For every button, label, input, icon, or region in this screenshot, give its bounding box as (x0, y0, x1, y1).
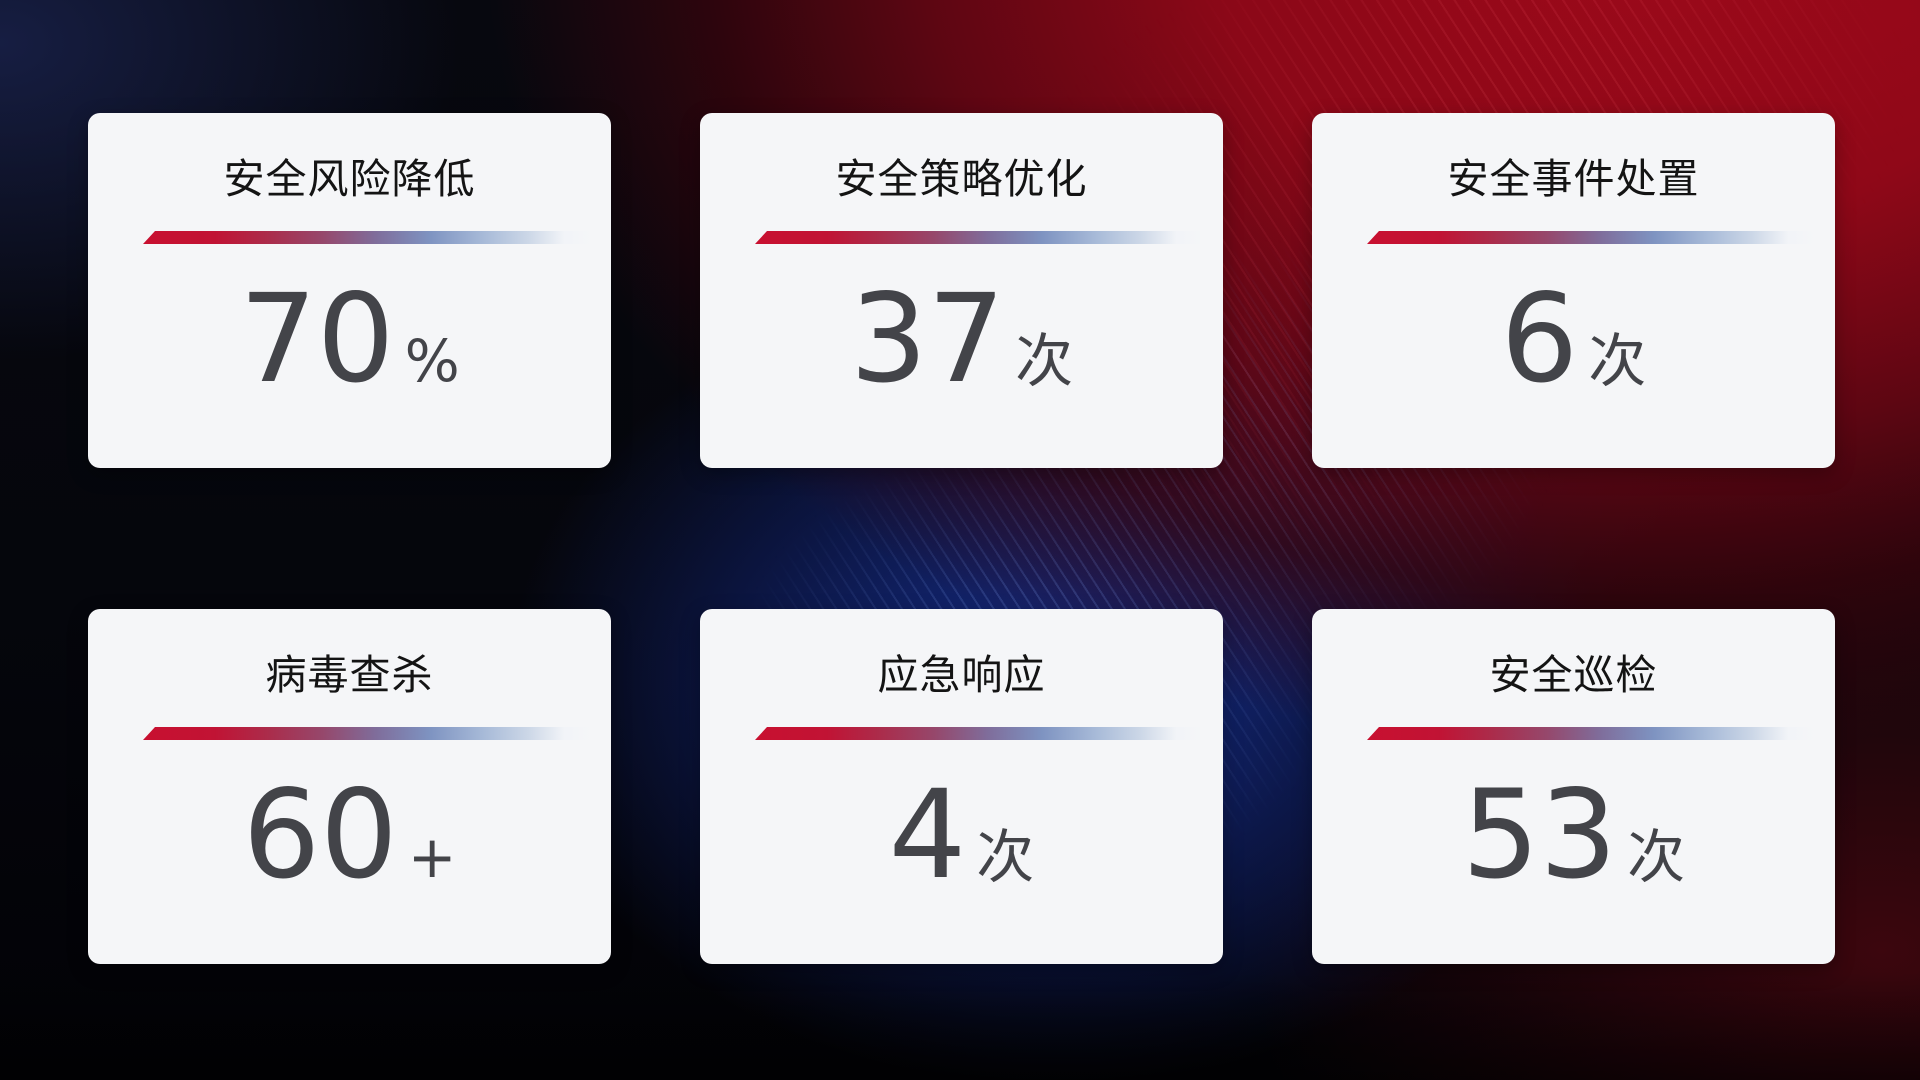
stat-card-security-incident-handling: 安全事件处置 6 次 (1312, 113, 1835, 468)
card-accent-divider (1367, 727, 1815, 740)
card-value: 70 % (88, 278, 611, 400)
stat-card-security-risk-reduction: 安全风险降低 70 % (88, 113, 611, 468)
card-value-unit: 次 (976, 823, 1035, 891)
stat-cards-grid: 安全风险降低 70 % 安全策略优化 37 次 安全事件处置 6 次 病毒查 (88, 113, 1835, 964)
card-value-unit: 次 (1015, 327, 1074, 395)
card-accent-divider (755, 231, 1203, 244)
stat-card-security-inspection: 安全巡检 53 次 (1312, 609, 1835, 964)
card-value-number: 70 (239, 268, 395, 410)
card-value: 4 次 (700, 774, 1223, 896)
card-value-number: 37 (849, 268, 1006, 410)
card-accent-divider (1367, 231, 1815, 244)
card-value-number: 6 (1500, 268, 1579, 410)
card-title: 病毒查杀 (265, 651, 434, 699)
card-title: 安全巡检 (1489, 651, 1658, 699)
card-value-number: 53 (1461, 764, 1618, 906)
card-value: 60 + (88, 774, 611, 896)
card-value: 53 次 (1312, 774, 1835, 896)
card-value-unit: 次 (1627, 823, 1686, 891)
card-value: 37 次 (700, 278, 1223, 400)
card-value: 6 次 (1312, 278, 1835, 400)
card-value-unit: % (404, 327, 460, 395)
card-title: 应急响应 (877, 651, 1046, 699)
card-title: 安全风险降低 (223, 155, 476, 203)
stat-card-emergency-response: 应急响应 4 次 (700, 609, 1223, 964)
card-accent-divider (143, 231, 591, 244)
card-accent-divider (755, 727, 1203, 740)
card-title: 安全策略优化 (835, 155, 1088, 203)
card-value-number: 60 (242, 764, 398, 906)
card-value-number: 4 (888, 764, 967, 906)
card-value-unit: 次 (1588, 327, 1647, 395)
card-title: 安全事件处置 (1447, 155, 1700, 203)
stat-card-virus-scan: 病毒查杀 60 + (88, 609, 611, 964)
card-accent-divider (143, 727, 591, 740)
stat-card-security-policy-optimization: 安全策略优化 37 次 (700, 113, 1223, 468)
card-value-unit: + (407, 823, 457, 891)
